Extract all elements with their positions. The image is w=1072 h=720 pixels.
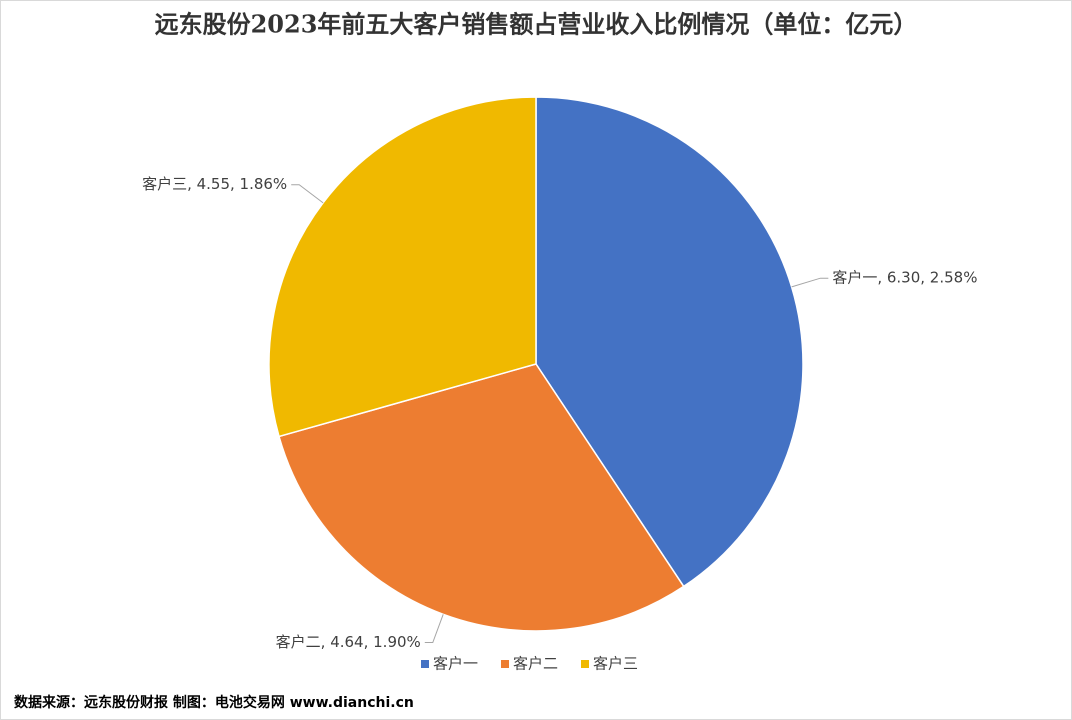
chart-title: 远东股份2023年前五大客户销售额占营业收入比例情况（单位：亿元） bbox=[155, 10, 918, 39]
legend-label: 客户二 bbox=[513, 655, 558, 673]
leader-line bbox=[291, 184, 324, 204]
legend-swatch bbox=[421, 660, 429, 668]
data-label: 客户一, 6.30, 2.58% bbox=[832, 269, 977, 287]
source-note: 数据来源：远东股份财报 制图：电池交易网 www.dianchi.cn bbox=[14, 694, 414, 711]
data-label: 客户二, 4.64, 1.90% bbox=[276, 633, 421, 651]
data-label: 客户三, 4.55, 1.86% bbox=[142, 175, 287, 193]
pie-slice bbox=[278, 363, 685, 632]
leader-line bbox=[424, 614, 444, 643]
pie-slice bbox=[268, 96, 537, 438]
legend-swatch bbox=[501, 660, 509, 668]
legend-label: 客户一 bbox=[433, 655, 478, 673]
legend-swatch bbox=[581, 660, 589, 668]
legend-label: 客户三 bbox=[593, 655, 638, 673]
leader-line bbox=[791, 277, 829, 288]
